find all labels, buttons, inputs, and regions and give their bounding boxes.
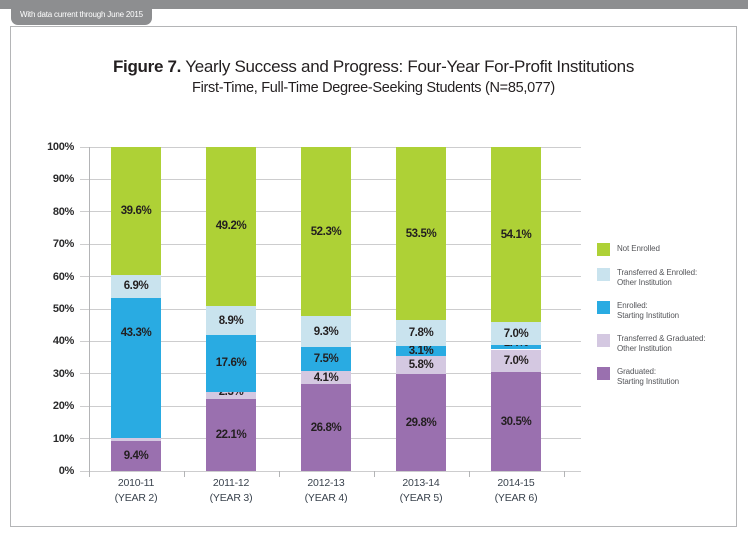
- legend-label: Not Enrolled: [617, 244, 660, 253]
- bar-segment: [396, 345, 446, 356]
- figure-title: Figure 7. Yearly Success and Progress: F…: [11, 57, 736, 77]
- bar-segment-value-label: 7.8%: [408, 326, 434, 339]
- legend-item: Transferred & Enrolled: Other Institutio…: [597, 268, 705, 289]
- legend-item: Not Enrolled: [597, 242, 705, 256]
- bar-segment: [491, 349, 541, 373]
- bar-segment: [206, 391, 256, 400]
- bar-segment: [301, 147, 351, 317]
- bar-segment: [396, 147, 446, 321]
- x-axis-tick: [278, 471, 280, 477]
- bar-segment-value-label: 9.3%: [313, 325, 339, 338]
- legend-label: Transferred & Enrolled: Other Institutio…: [617, 267, 698, 288]
- y-axis-tick-label: 90%: [52, 173, 74, 186]
- bar-segment-value-label: 17.6%: [215, 357, 247, 370]
- bar-segment: [206, 306, 256, 335]
- bar-segment-value-label: 30.5%: [500, 415, 532, 428]
- legend-label: Transferred & Graduated: Other Instituti…: [617, 333, 706, 354]
- x-axis-category-label: 2010-11 (YEAR 2): [114, 477, 158, 504]
- y-axis-tick-label: 80%: [52, 205, 74, 218]
- bar-segment: [396, 320, 446, 346]
- x-axis-tick: [183, 471, 185, 477]
- bar-segment: [491, 372, 541, 471]
- y-axis-tick-label: 50%: [52, 303, 74, 315]
- bar-segment-value-label: 49.2%: [215, 220, 247, 233]
- bar-segment-value-label: 43.3%: [120, 326, 152, 339]
- legend-label: Graduated: Starting Institution: [617, 366, 680, 387]
- bar-segment: [206, 399, 256, 471]
- legend-color-swatch: [597, 367, 610, 380]
- bar-segment-value-label: 8.9%: [218, 314, 244, 327]
- bar-segment: [491, 147, 541, 323]
- y-axis-tick-label: 100%: [47, 141, 74, 153]
- legend-color-swatch: [597, 334, 610, 347]
- bar-segment: [206, 334, 256, 392]
- figure-number: Figure 7.: [112, 57, 182, 76]
- figure-title-text: Yearly Success and Progress: Four-Year F…: [181, 57, 635, 76]
- bar-segment: [206, 146, 256, 307]
- bar-segment-value-label: 22.1%: [215, 429, 247, 442]
- x-axis-category-label: 2011-12 (YEAR 3): [209, 477, 253, 504]
- bar-segment-value-label: 5.8%: [408, 359, 434, 372]
- x-axis-category-label: 2012-13 (YEAR 4): [304, 477, 348, 504]
- data-currency-tab: With data current through June 2015: [11, 0, 152, 25]
- bar-segment: [111, 297, 161, 438]
- legend-label: Enrolled: Starting Institution: [617, 300, 680, 321]
- bar-segment-value-label: 29.8%: [405, 416, 437, 429]
- bar-segment-value-label: 9.4%: [123, 449, 149, 462]
- legend-color-swatch: [597, 242, 610, 256]
- bar-segment-value-label: 7.0%: [503, 327, 529, 340]
- bar-segment: [111, 275, 161, 298]
- x-axis-category-label: 2014-15 (YEAR 6): [494, 477, 538, 504]
- bar-segment-value-label: 54.1%: [500, 228, 532, 241]
- bar-segment-value-label: 6.9%: [123, 280, 149, 293]
- legend-color-swatch: [597, 301, 610, 314]
- y-axis-tick-label: 30%: [52, 367, 74, 380]
- bar-segment: [301, 346, 351, 371]
- bar-segment-value-label: 7.0%: [503, 354, 529, 367]
- bar-segment: [301, 370, 351, 385]
- bar-segment-value-label: 52.3%: [310, 225, 342, 238]
- y-gridline: [80, 470, 581, 472]
- bar-segment-value-label: 53.5%: [405, 227, 437, 240]
- y-axis-tick-label: 20%: [52, 400, 74, 413]
- legend-item: Graduated: Starting Institution: [597, 367, 705, 388]
- bar-segment-value-label: 26.8%: [310, 421, 342, 434]
- y-axis-tick-label: 10%: [52, 432, 74, 445]
- stacked-bar-chart: 0%10%20%30%40%50%60%70%80%90%100%9.4%0.8…: [11, 27, 736, 526]
- bar-segment: [301, 384, 351, 471]
- chart-legend: Not Enrolled Transferred & Enrolled: Othe…: [597, 242, 706, 388]
- bar-segment: [396, 355, 446, 375]
- x-axis-tick: [563, 471, 565, 477]
- x-axis-tick: [88, 471, 90, 477]
- bar-segment: [111, 147, 161, 276]
- bar-segment: [396, 374, 446, 471]
- bar-segment-value-label: 3.1%: [408, 344, 434, 357]
- legend-color-swatch: [597, 268, 610, 281]
- bar-segment-value-label: 4.1%: [313, 371, 339, 384]
- y-axis-tick-label: 40%: [52, 335, 74, 348]
- data-currency-label: With data current through June 2015: [20, 10, 143, 19]
- figure-panel: Figure 7. Yearly Success and Progress: F…: [10, 26, 737, 527]
- x-axis-tick: [468, 471, 470, 477]
- bar-segment: [111, 440, 161, 471]
- bar-segment: [491, 344, 541, 350]
- bar-segment: [301, 316, 351, 347]
- y-axis-line: [88, 147, 90, 471]
- y-axis-tick-label: 60%: [52, 270, 74, 283]
- bar-segment-value-label: 39.6%: [120, 205, 152, 218]
- legend-item: Enrolled: Starting Institution: [597, 301, 705, 322]
- x-axis-tick: [373, 471, 375, 477]
- y-axis-tick-label: 70%: [52, 238, 74, 251]
- bar-segment-value-label: 7.5%: [313, 352, 339, 365]
- figure-subtitle: First-Time, Full-Time Degree-Seeking Stu…: [192, 80, 555, 96]
- y-axis-tick-label: 0%: [58, 465, 75, 477]
- top-banner-strip: [0, 0, 748, 9]
- x-axis-category-label: 2013-14 (YEAR 5): [399, 477, 443, 504]
- bar-segment: [491, 322, 541, 345]
- bar-segment: [111, 437, 161, 441]
- legend-item: Transferred & Graduated: Other Instituti…: [597, 333, 706, 355]
